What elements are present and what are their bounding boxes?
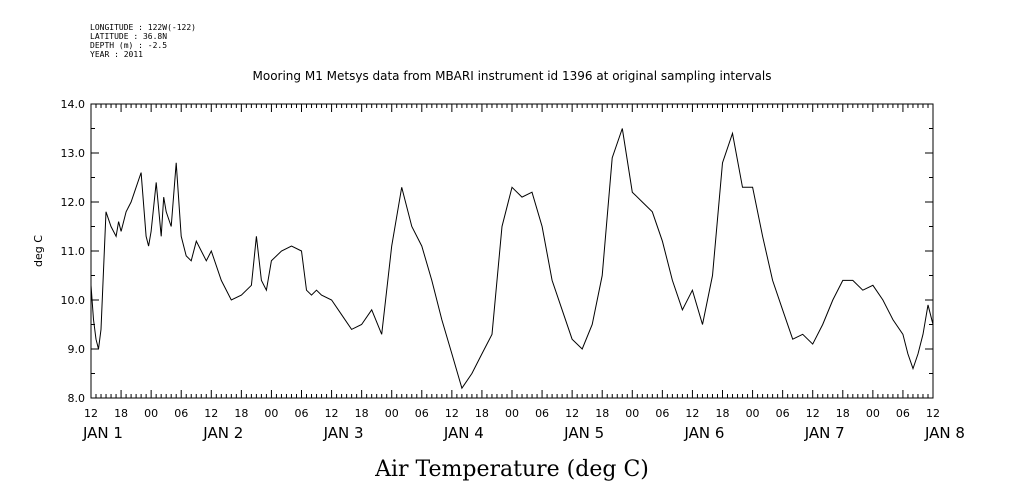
- longitude-label: LONGITUDE : 122W(-122): [90, 23, 196, 32]
- day-label: JAN 5: [563, 424, 604, 442]
- x-tick-label: 06: [174, 407, 188, 420]
- day-label: JAN 3: [323, 424, 364, 442]
- x-tick-label: 06: [655, 407, 669, 420]
- x-tick-label: 00: [144, 407, 158, 420]
- y-tick-label: 11.0: [61, 245, 86, 258]
- x-tick-label: 00: [866, 407, 880, 420]
- x-tick-label: 18: [716, 407, 730, 420]
- x-tick-label: 06: [415, 407, 429, 420]
- x-tick-label: 12: [445, 407, 459, 420]
- x-tick-label: 00: [505, 407, 519, 420]
- x-tick-label: 18: [595, 407, 609, 420]
- x-tick-label: 06: [776, 407, 790, 420]
- x-tick-label: 12: [685, 407, 699, 420]
- day-label: JAN 1: [82, 424, 123, 442]
- x-tick-label: 12: [565, 407, 579, 420]
- x-tick-label: 00: [264, 407, 278, 420]
- x-tick-label: 18: [475, 407, 489, 420]
- series-line-air-temperature: [90, 128, 934, 390]
- x-tick-label: 12: [806, 407, 820, 420]
- x-tick-label: 06: [295, 407, 309, 420]
- y-tick-label: 10.0: [61, 294, 86, 307]
- chart-title: Mooring M1 Metsys data from MBARI instru…: [253, 69, 772, 83]
- y-tick-label: 13.0: [61, 147, 86, 160]
- x-tick-label: 18: [114, 407, 128, 420]
- y-axis: 8.0 9.0 10.0 11.0 12.0 13.0 14.0: [61, 98, 933, 405]
- y-tick-label: 8.0: [68, 392, 86, 405]
- day-label: JAN 4: [443, 424, 484, 442]
- x-tick-label: 12: [926, 407, 940, 420]
- x-tick-label: 12: [84, 407, 98, 420]
- x-tick-label: 06: [896, 407, 910, 420]
- day-label: JAN 6: [683, 424, 724, 442]
- depth-label: DEPTH (m) : -2.5: [90, 41, 167, 50]
- day-label: JAN 2: [202, 424, 243, 442]
- x-tick-label: 00: [746, 407, 760, 420]
- latitude-label: LATITUDE : 36.8N: [90, 32, 167, 41]
- y-tick-label: 9.0: [68, 343, 86, 356]
- y-tick-label: 14.0: [61, 98, 86, 111]
- x-tick-label: 12: [325, 407, 339, 420]
- day-label: JAN 8: [924, 424, 965, 442]
- x-tick-label: 12: [204, 407, 218, 420]
- year-label: YEAR : 2011: [90, 50, 143, 59]
- day-label: JAN 7: [804, 424, 845, 442]
- x-axis: 12 18 00 06 12 18 00 06 12 18 00 06 12 18 00 06 12 18 00 06…: [82, 104, 965, 442]
- minor-ticks: [95, 104, 929, 398]
- x-tick-label: 00: [625, 407, 639, 420]
- x-tick-label: 18: [836, 407, 850, 420]
- x-axis-label: Air Temperature (deg C): [374, 457, 649, 482]
- x-tick-label: 06: [535, 407, 549, 420]
- plot-frame: [90, 103, 934, 399]
- y-tick-label: 12.0: [61, 196, 86, 209]
- x-tick-label: 00: [385, 407, 399, 420]
- y-axis-label: deg C: [32, 235, 45, 267]
- x-tick-label: 18: [234, 407, 248, 420]
- x-tick-label: 18: [355, 407, 369, 420]
